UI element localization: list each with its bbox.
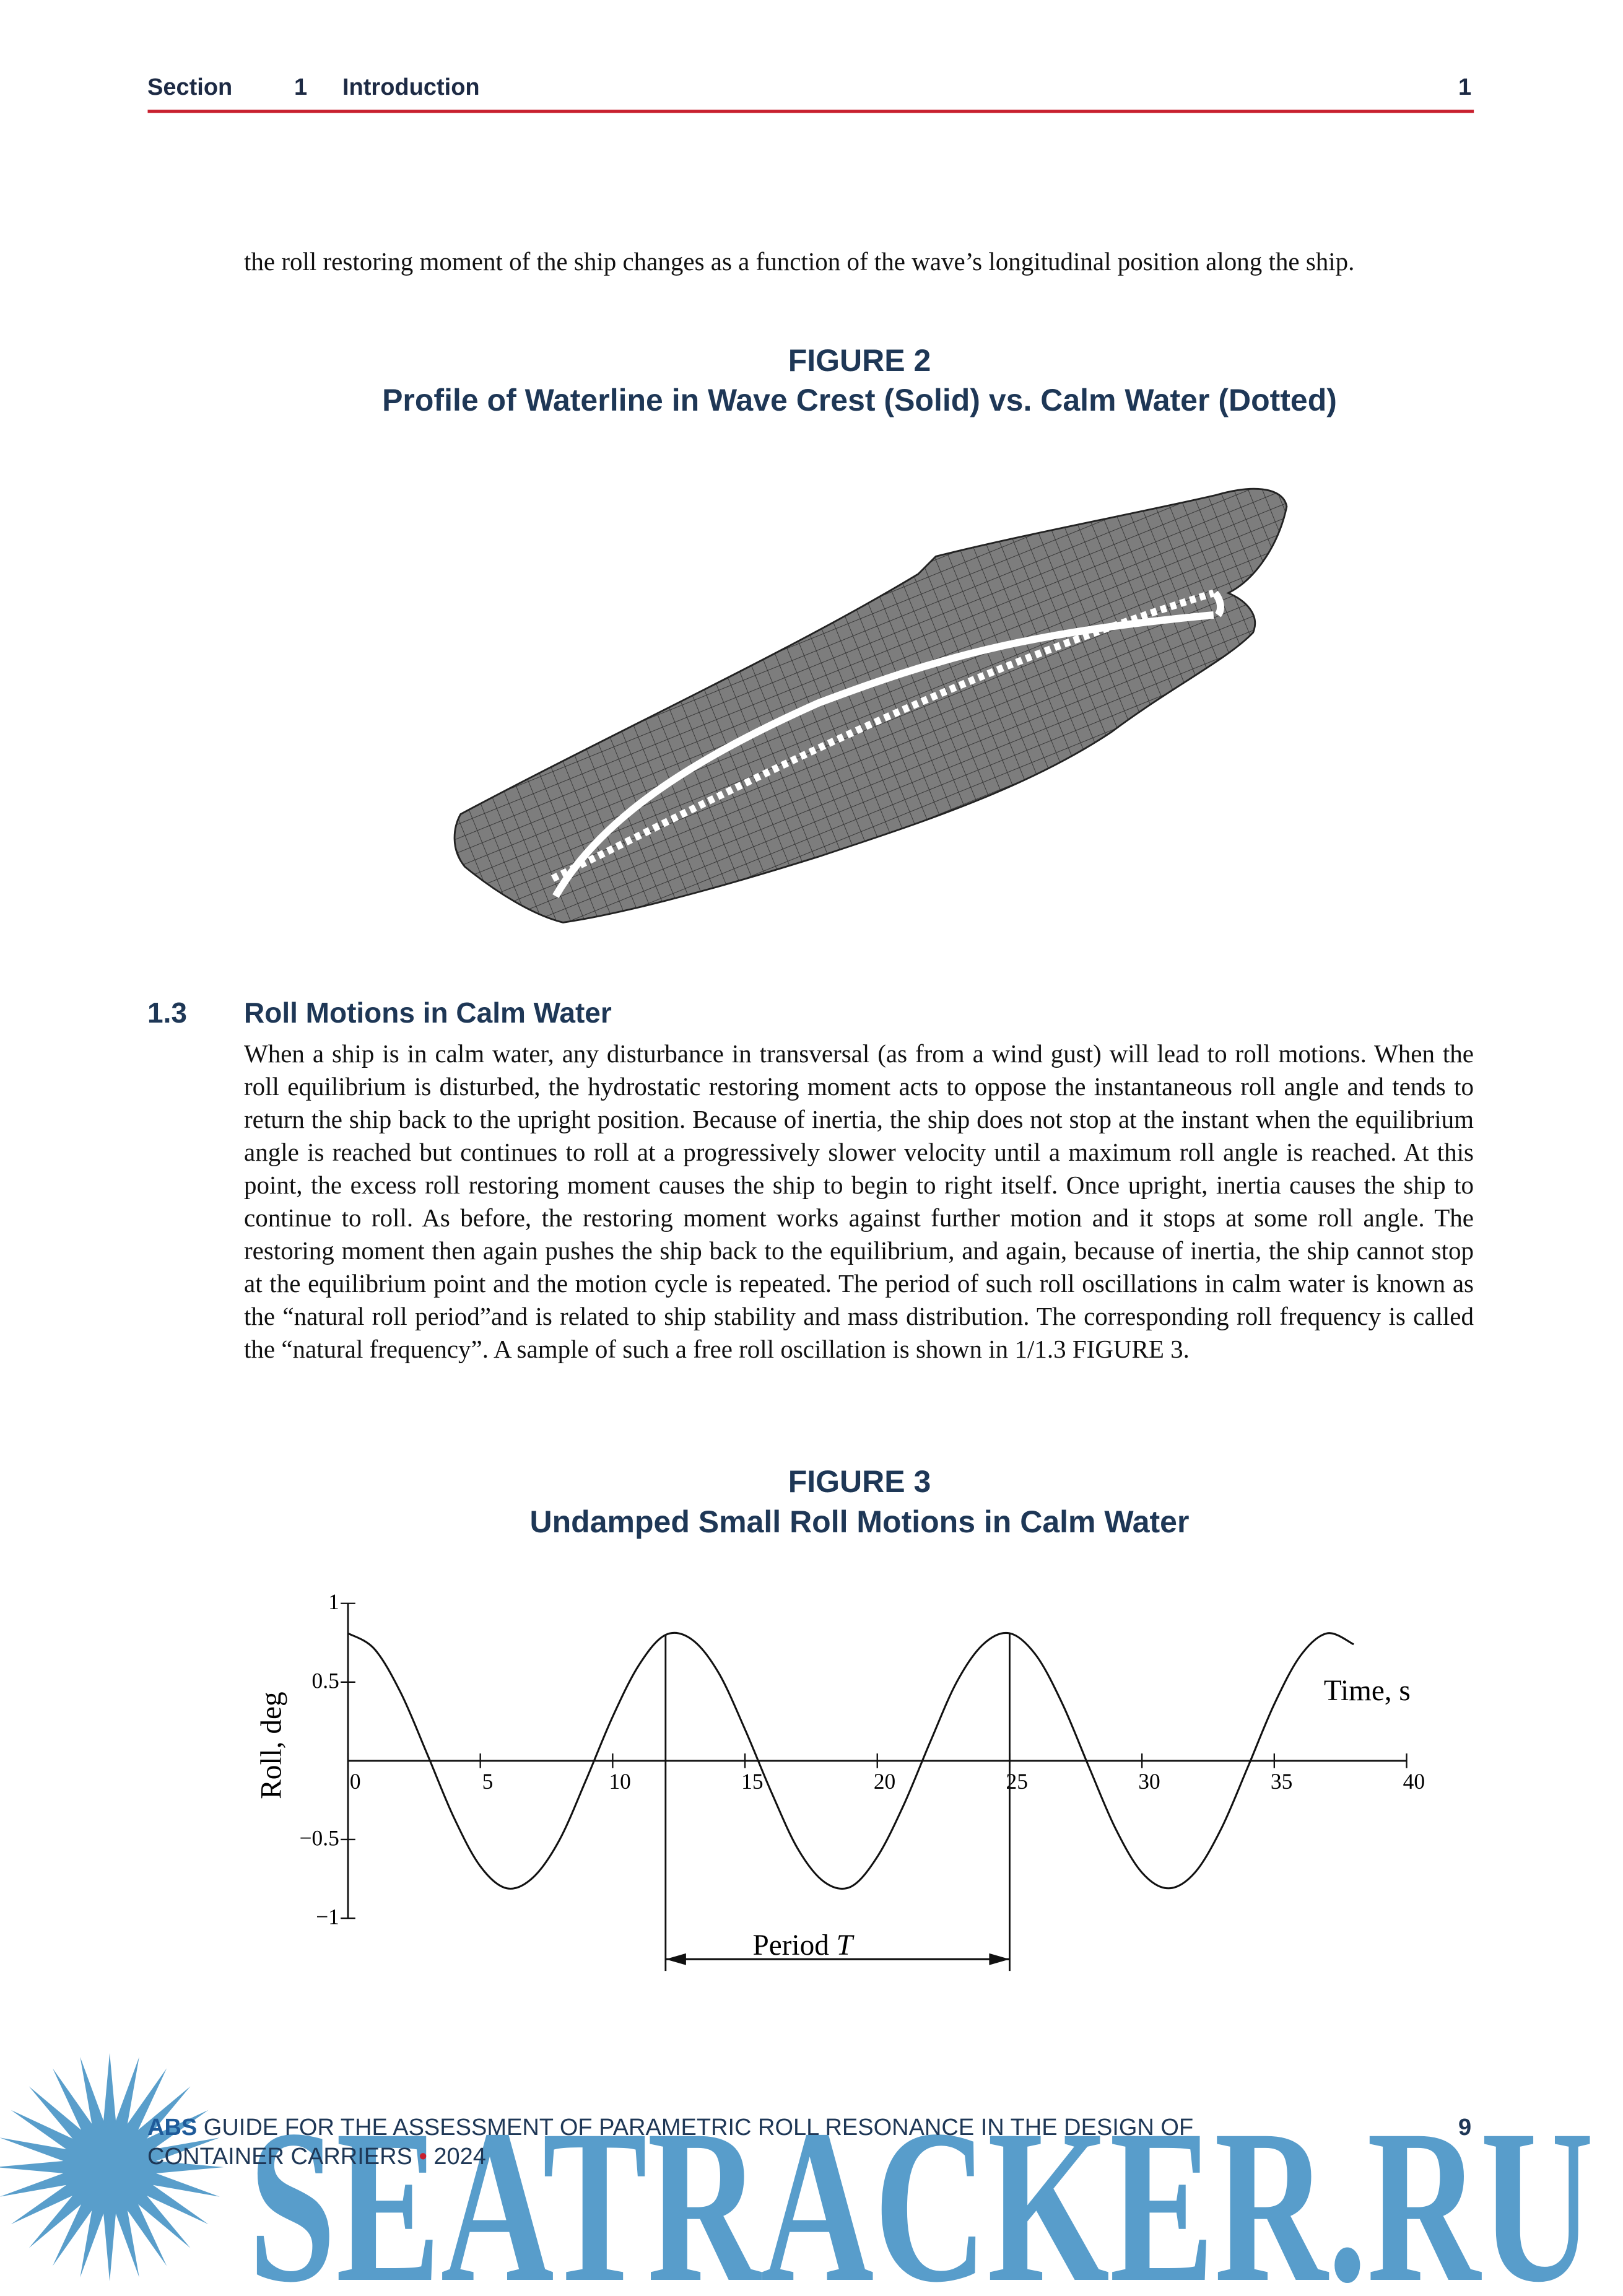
- section-number: 1.3: [147, 997, 187, 1029]
- x-tick-label: 0: [350, 1769, 361, 1794]
- y-tick-label: −0.5: [300, 1825, 339, 1850]
- x-tick-label: 20: [874, 1769, 895, 1794]
- x-tick-label: 35: [1271, 1769, 1292, 1794]
- x-tick-label: 40: [1403, 1769, 1425, 1794]
- header-page-number: 1: [1458, 74, 1472, 100]
- header-section-label: Section: [147, 74, 233, 100]
- figure-3-chart: Roll, deg Time, s Period T 0 5 10 15 20 25 30 3…: [255, 1589, 1425, 1971]
- header-section-title: Introduction: [342, 74, 480, 100]
- footer-brand: ABS: [147, 2115, 198, 2141]
- section-paragraph: When a ship is in calm water, any distur…: [244, 1039, 1474, 1363]
- sunburst-shape: [0, 2053, 224, 2282]
- x-tick-label: 5: [482, 1769, 494, 1794]
- x-tick-label: 15: [741, 1769, 763, 1794]
- footer-page-number: 9: [1458, 2115, 1472, 2141]
- x-tick-label: 10: [609, 1769, 630, 1794]
- section-title: Roll Motions in Calm Water: [244, 997, 612, 1029]
- figure-2-caption: Profile of Waterline in Wave Crest (Soli…: [382, 383, 1337, 417]
- figure-2-label: FIGURE 2: [788, 343, 931, 378]
- x-tick-label: 30: [1138, 1769, 1160, 1794]
- x-axis-label: Time, s: [1324, 1675, 1411, 1707]
- footer-text: ABS GUIDE FOR THE ASSESSMENT OF PARAMETR…: [147, 2113, 1262, 2172]
- footer-bullet: •: [419, 2144, 427, 2170]
- footer-year: 2024: [433, 2144, 486, 2170]
- bow-gap: [1212, 590, 1224, 618]
- waterline-wave-crest: [552, 611, 1214, 898]
- figure-3-label: FIGURE 3: [788, 1464, 931, 1499]
- waterline-calm-water: [550, 589, 1215, 882]
- figure-3-caption: Undamped Small Roll Motions in Calm Wate…: [529, 1504, 1190, 1539]
- y-tick-label: 0.5: [312, 1668, 339, 1693]
- watermark-text: SEATRACKER.RU: [248, 2084, 1593, 2296]
- watermark: SEATRACKER.RU: [0, 2053, 1594, 2296]
- y-axis-label: Roll, deg: [255, 1691, 287, 1799]
- footer-title: GUIDE FOR THE ASSESSMENT OF PARAMETRIC R…: [147, 2115, 1194, 2170]
- ship-hull-figure: [453, 487, 1288, 923]
- period-symbol: T: [837, 1929, 855, 1962]
- header-section-number: 1: [294, 74, 308, 100]
- y-tick-label: −1: [316, 1904, 339, 1929]
- y-tick-label: 1: [328, 1589, 339, 1614]
- period-annotation: Period: [753, 1929, 830, 1962]
- roll-curve: [347, 1631, 1354, 1890]
- watermark-sunburst: [0, 2053, 224, 2282]
- ship-hull: [453, 487, 1288, 923]
- intro-paragraph: the roll restoring moment of the ship ch…: [244, 247, 1355, 276]
